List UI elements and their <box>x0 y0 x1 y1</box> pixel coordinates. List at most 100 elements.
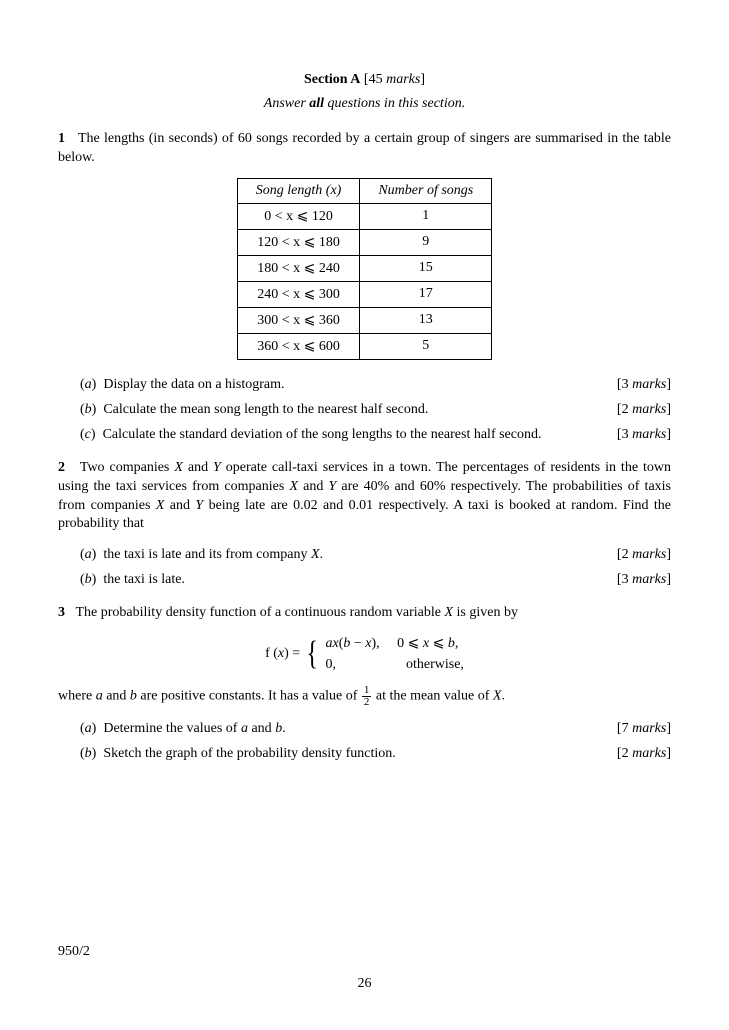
cell-count: 1 <box>360 203 492 229</box>
instruction-bold: all <box>309 96 324 111</box>
cell-count: 9 <box>360 229 492 255</box>
part-marks: [7 marks] <box>617 718 671 739</box>
marks-unit: marks <box>632 377 666 392</box>
q2-t: and <box>298 479 329 494</box>
marks-close: ] <box>666 377 671 392</box>
part-text: (a) the taxi is late and its from compan… <box>80 544 617 565</box>
marks-close: ] <box>666 402 671 417</box>
marks-close: ] <box>666 746 671 761</box>
part-text: (b) Sketch the graph of the probability … <box>80 743 617 764</box>
part-body: . <box>282 721 286 736</box>
q2-part-a: (a) the taxi is late and its from compan… <box>80 544 671 565</box>
section-marks-word: marks <box>386 72 420 87</box>
q3-number: 3 <box>58 605 65 620</box>
col1-pre: Song length <box>256 183 323 198</box>
part-label: b <box>85 402 92 417</box>
q2-t: and <box>164 498 195 513</box>
q1-part-c: (c) Calculate the standard deviation of … <box>80 424 671 445</box>
part-label: a <box>85 721 92 736</box>
table-header-row: Song length (x) Number of songs <box>237 178 491 203</box>
marks-num: [3 <box>617 572 632 587</box>
page-number: 26 <box>0 976 729 992</box>
cell-range: 120 < x ⩽ 180 <box>237 229 360 255</box>
var-y: Y <box>213 460 221 475</box>
marks-close: ] <box>666 427 671 442</box>
part-text: (b) the taxi is late. <box>80 569 617 590</box>
eq-zero: 0, <box>326 657 337 672</box>
fraction-half: 12 <box>362 685 372 708</box>
q3-t: at the mean value of <box>372 689 493 704</box>
table-row: 300 < x ⩽ 36013 <box>237 307 491 333</box>
q1-parts: (a) Display the data on a histogram. [3 … <box>58 374 671 445</box>
part-text: (c) Calculate the standard deviation of … <box>80 424 617 445</box>
section-marks-close: ] <box>420 72 425 87</box>
eq-lhs: f (x) = <box>265 646 304 661</box>
cell-range: 0 < x ⩽ 120 <box>237 203 360 229</box>
q3-part-a: (a) Determine the values of a and b. [7 … <box>80 718 671 739</box>
part-text: (a) Display the data on a histogram. <box>80 374 617 395</box>
cell-count: 15 <box>360 255 492 281</box>
var-x: X <box>444 605 453 620</box>
var-a: a <box>241 721 248 736</box>
var-x: X <box>311 547 320 562</box>
part-body: the taxi is late. <box>103 572 185 587</box>
table-row: 360 < x ⩽ 6005 <box>237 333 491 359</box>
q1-part-a: (a) Display the data on a histogram. [3 … <box>80 374 671 395</box>
marks-unit: marks <box>632 572 666 587</box>
part-label: c <box>85 427 91 442</box>
q2-t: and <box>183 460 213 475</box>
q3-parts: (a) Determine the values of a and b. [7 … <box>58 718 671 764</box>
marks-num: [7 <box>617 721 632 736</box>
marks-close: ] <box>666 547 671 562</box>
eq-row2: 0, otherwise, <box>326 657 464 672</box>
part-label: b <box>85 746 92 761</box>
q3-t: and <box>103 689 130 704</box>
marks-close: ] <box>666 572 671 587</box>
instruction-post: questions in this section. <box>324 96 465 111</box>
q1-intro-text: The lengths (in seconds) of 60 songs rec… <box>58 131 671 165</box>
table-row: 240 < x ⩽ 30017 <box>237 281 491 307</box>
q2-t: Two companies <box>80 460 174 475</box>
var-x: X <box>174 460 183 475</box>
var-b: b <box>130 689 137 704</box>
marks-num: [3 <box>617 427 632 442</box>
marks-unit: marks <box>632 746 666 761</box>
exam-page: Section A [45 marks] Answer all question… <box>0 0 729 1030</box>
part-label: a <box>85 377 92 392</box>
part-body: Calculate the mean song length to the ne… <box>103 402 428 417</box>
q3-after: where a and b are positive constants. It… <box>58 685 671 708</box>
var-x: X <box>289 479 298 494</box>
part-marks: [3 marks] <box>617 374 671 395</box>
q3-t: are positive constants. It has a value o… <box>137 689 361 704</box>
cell-count: 5 <box>360 333 492 359</box>
q2-number: 2 <box>58 460 65 475</box>
section-label: Section A <box>304 72 360 87</box>
cell-range: 300 < x ⩽ 360 <box>237 307 360 333</box>
eq-otherwise: otherwise, <box>406 657 464 672</box>
part-text: (b) Calculate the mean song length to th… <box>80 399 617 420</box>
part-body: Calculate the standard deviation of the … <box>103 427 542 442</box>
q3-intro: 3 The probability density function of a … <box>58 604 671 623</box>
q3-t: . <box>501 689 505 704</box>
q3-t: is given by <box>453 605 518 620</box>
section-marks-num: [45 <box>364 72 383 87</box>
cell-range: 240 < x ⩽ 300 <box>237 281 360 307</box>
part-marks: [3 marks] <box>617 424 671 445</box>
marks-unit: marks <box>632 402 666 417</box>
col-song-length: Song length (x) <box>237 178 360 203</box>
q3-t: where <box>58 689 96 704</box>
cell-count: 17 <box>360 281 492 307</box>
footer-code: 950/2 <box>58 944 90 960</box>
col1-var: x <box>330 183 336 198</box>
marks-unit: marks <box>632 547 666 562</box>
q1-table-wrap: Song length (x) Number of songs 0 < x ⩽ … <box>58 178 671 360</box>
q1-table: Song length (x) Number of songs 0 < x ⩽ … <box>237 178 492 360</box>
table-row: 120 < x ⩽ 1809 <box>237 229 491 255</box>
marks-unit: marks <box>632 721 666 736</box>
q3-t: The probability density function of a co… <box>76 605 445 620</box>
part-label: b <box>85 572 92 587</box>
q1-part-b: (b) Calculate the mean song length to th… <box>80 399 671 420</box>
part-body: Display the data on a histogram. <box>103 377 284 392</box>
part-text: (a) Determine the values of a and b. <box>80 718 617 739</box>
part-marks: [2 marks] <box>617 743 671 764</box>
